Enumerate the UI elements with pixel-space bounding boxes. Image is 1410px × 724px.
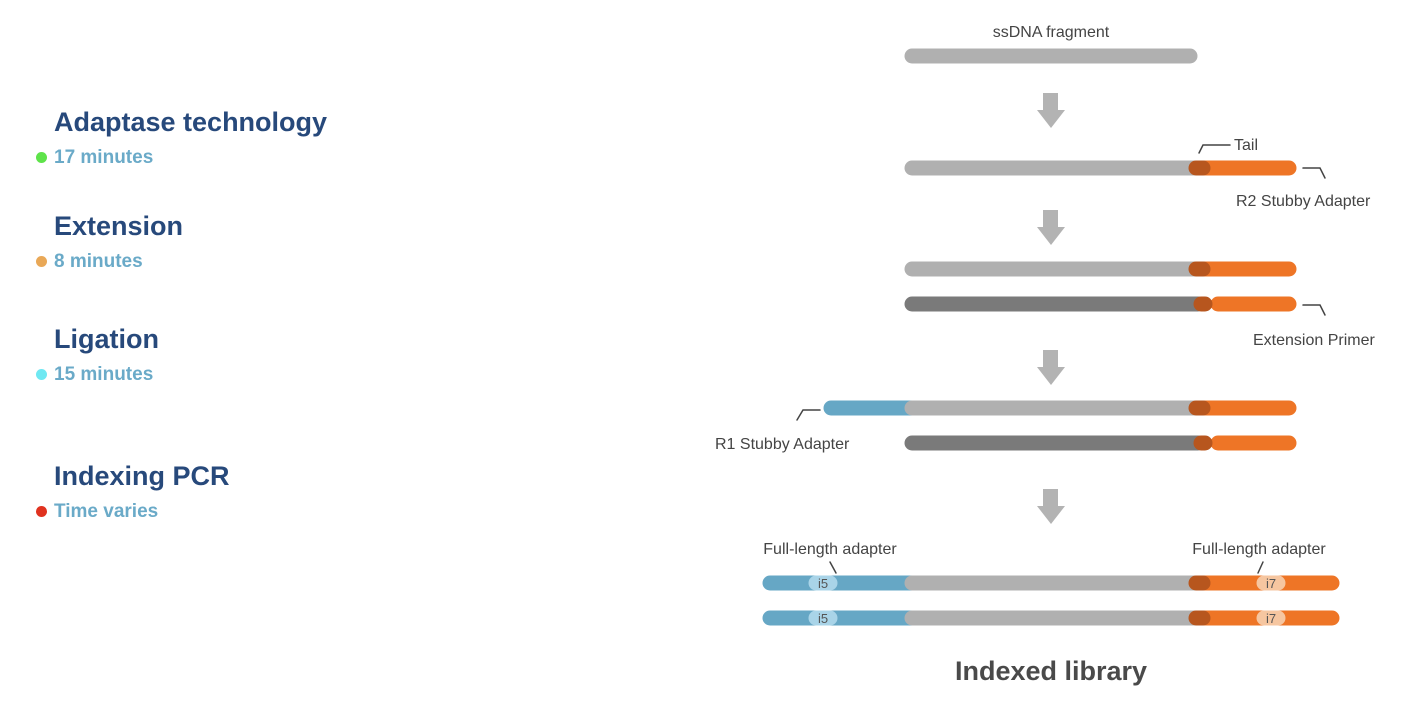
step-time: 17 minutes <box>54 147 154 168</box>
extension-primer-label: Extension Primer <box>1253 332 1375 349</box>
tail-label: Tail <box>1234 137 1258 154</box>
step-time: 8 minutes <box>54 251 143 272</box>
tail-pointer <box>1198 144 1231 154</box>
r2-pointer <box>1302 167 1326 179</box>
i5-label: i5 <box>818 611 828 626</box>
status-dot-icon <box>36 152 47 163</box>
r1-pointer <box>796 409 821 421</box>
step-title: Indexing PCR <box>54 461 230 491</box>
extension-primer-pointer <box>1302 304 1326 316</box>
i7-label: i7 <box>1266 576 1276 591</box>
down-arrow-icon <box>1037 489 1065 524</box>
step-title: Ligation <box>54 324 159 354</box>
step-title: Adaptase technology <box>54 107 328 137</box>
full-length-adapter-right-pointer <box>1257 561 1264 574</box>
workflow-steps: Adaptase technology 17 minutes Extension… <box>0 0 600 724</box>
full-length-adapter-right-label: Full-length adapter <box>1192 541 1326 558</box>
ssdna-fragment-label: ssDNA fragment <box>993 24 1110 41</box>
status-dot-icon <box>36 369 47 380</box>
step-time: 15 minutes <box>54 364 154 385</box>
r2-stubby-adapter-label: R2 Stubby Adapter <box>1236 193 1371 210</box>
indexed-library-caption: Indexed library <box>955 656 1147 686</box>
status-dot-icon <box>36 256 47 267</box>
step-title: Extension <box>54 211 184 241</box>
full-length-adapter-left-pointer <box>829 561 837 574</box>
down-arrow-icon <box>1037 93 1065 128</box>
down-arrow-icon <box>1037 350 1065 385</box>
i7-label: i7 <box>1266 611 1276 626</box>
status-dot-icon <box>36 506 47 517</box>
full-length-adapter-left-label: Full-length adapter <box>763 541 897 558</box>
r1-stubby-adapter-label: R1 Stubby Adapter <box>715 436 850 453</box>
i5-label: i5 <box>818 576 828 591</box>
step-time: Time varies <box>54 501 159 522</box>
down-arrow-icon <box>1037 210 1065 245</box>
